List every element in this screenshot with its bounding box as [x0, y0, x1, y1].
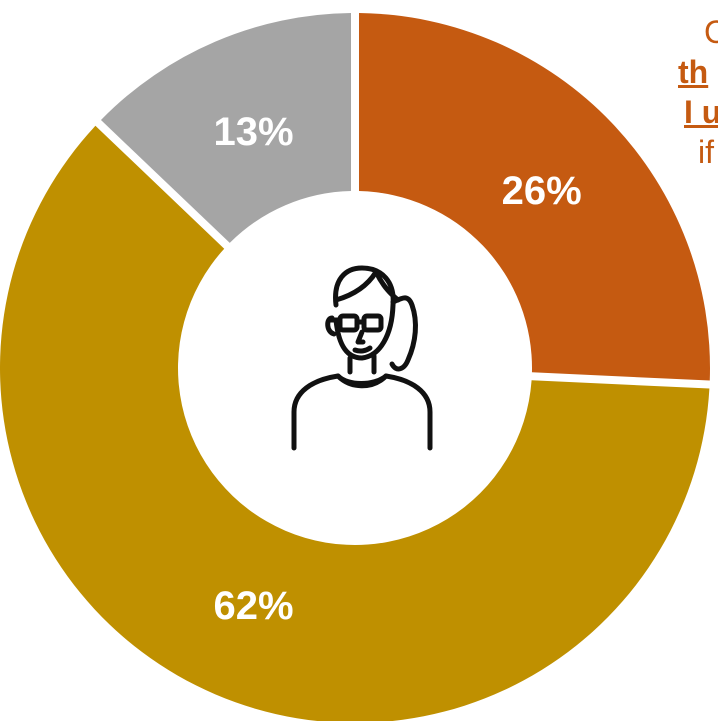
slice-label-slice-62: 62% — [213, 584, 293, 628]
chart-slices — [0, 13, 710, 721]
side-text-line-2: th — [678, 54, 709, 90]
side-text-line-4: if — [698, 134, 714, 170]
donut-slice-13 — [100, 13, 352, 243]
side-text-line-1: C — [704, 14, 718, 50]
side-text-line-3: I u — [684, 94, 718, 130]
woman-with-glasses-icon — [291, 265, 433, 451]
side-text: C th I u if — [678, 12, 718, 172]
donut-slice-26 — [358, 13, 710, 381]
chart-labels: 26% 62% 13% — [213, 110, 581, 628]
donut-slice-62 — [0, 125, 710, 721]
slice-label-slice-13: 13% — [213, 110, 293, 154]
slice-label-slice-26: 26% — [502, 169, 582, 213]
